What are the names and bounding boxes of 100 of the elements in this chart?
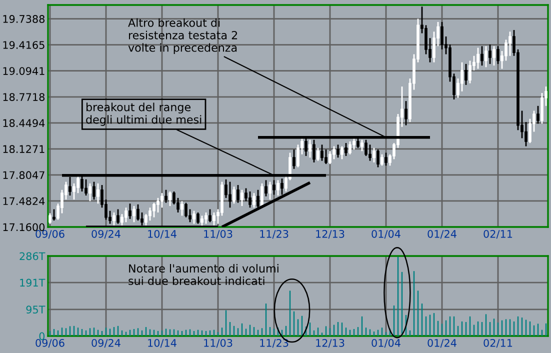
candlestick [144, 213, 148, 226]
candlestick [296, 144, 300, 168]
y-tick-label: 17.4824 [3, 197, 45, 206]
candlestick [96, 182, 100, 204]
annotation: breakout del range degli ultimi due mesi [86, 102, 202, 126]
candlestick [168, 190, 172, 207]
candlestick [276, 179, 280, 196]
candlestick [440, 21, 444, 50]
x-tick-label: 09/24 [92, 338, 120, 348]
candlestick [540, 92, 544, 124]
candlestick [384, 152, 388, 166]
x-tick-label: 09/24 [92, 230, 120, 239]
y-tick-label: 18.4494 [3, 119, 45, 128]
candlestick [344, 142, 348, 157]
candlestick [240, 189, 244, 207]
candlestick [224, 178, 228, 199]
candlestick [152, 202, 156, 218]
candlestick [480, 45, 484, 66]
candlestick [468, 60, 472, 84]
candlestick [404, 100, 408, 126]
candlestick [316, 147, 320, 162]
candlestick [180, 200, 184, 216]
candlestick [368, 144, 372, 162]
candlestick [536, 105, 540, 124]
x-tick-label: 01/04 [372, 230, 400, 239]
candlestick [136, 204, 140, 222]
candlestick [204, 212, 208, 224]
x-tick-label: 11/23 [260, 230, 288, 239]
candlestick [464, 63, 468, 86]
candlestick [348, 140, 352, 156]
candlestick [208, 208, 212, 223]
candlestick [352, 138, 356, 150]
x-tick-label: 12/13 [316, 230, 344, 239]
candlestick [320, 144, 324, 162]
candlestick [200, 215, 204, 227]
candlestick [336, 144, 340, 158]
x-tick-label: 02/11 [484, 230, 512, 239]
x-tick-label: 01/24 [428, 230, 456, 239]
candlestick [256, 189, 260, 210]
candlestick [488, 44, 492, 65]
candlestick [88, 182, 92, 202]
candlestick [148, 206, 152, 222]
candlestick [324, 148, 328, 165]
candlestick [376, 148, 380, 168]
candlestick [156, 197, 160, 214]
x-tick-label: 02/11 [484, 338, 512, 348]
candlestick [496, 45, 500, 65]
candlestick [360, 139, 364, 152]
candlestick [160, 192, 164, 208]
y-tick-label: 191T [20, 278, 46, 287]
candlestick [252, 192, 256, 208]
x-tick-label: 11/03 [204, 230, 232, 239]
candlestick [380, 154, 384, 166]
x-tick-label: 12/13 [316, 338, 344, 348]
candlestick [120, 213, 124, 226]
candlestick [76, 174, 80, 194]
candlestick [92, 181, 96, 200]
candlestick [236, 184, 240, 204]
candlestick [48, 212, 52, 224]
candlestick [272, 179, 276, 196]
candlestick [192, 210, 196, 224]
candlestick [432, 30, 436, 64]
candlestick [248, 190, 252, 208]
annotation: Notare l'aumento di volumi sui due breakout indicati [128, 264, 278, 286]
candlestick [476, 47, 480, 70]
y-tick-label: 19.7388 [3, 15, 45, 23]
y-tick-label: 18.1271 [3, 145, 44, 154]
candlestick [328, 150, 332, 165]
candlestick [504, 39, 508, 62]
candlestick [508, 30, 512, 57]
x-tick-label: 09/06 [36, 230, 64, 239]
candlestick [264, 179, 268, 198]
y-tick-label: 19.4165 [3, 41, 44, 49]
candlestick [232, 186, 236, 204]
candlestick [212, 212, 216, 226]
y-tick-label: 17.8047 [3, 171, 44, 180]
candlestick [524, 121, 528, 147]
x-tick-label: 10/14 [148, 338, 176, 348]
candlestick [460, 62, 464, 92]
candlestick [332, 146, 336, 160]
x-tick-label: 01/04 [372, 338, 400, 348]
candlestick [84, 178, 88, 196]
candlestick [184, 202, 188, 218]
x-tick-label: 10/14 [148, 230, 176, 239]
candlestick [132, 205, 136, 223]
y-tick-label: 19.0941 [3, 67, 44, 75]
candlestick [268, 181, 272, 200]
x-tick-label: 09/06 [36, 338, 64, 348]
candlestick [292, 148, 296, 170]
candlestick [124, 206, 128, 223]
candlestick [492, 45, 496, 66]
candlestick [244, 188, 248, 202]
candlestick [228, 181, 232, 208]
candlestick [172, 190, 176, 206]
x-tick-label: 01/24 [428, 338, 456, 348]
y-tick-label: 0 [39, 332, 45, 340]
x-tick-label: 11/03 [204, 338, 232, 348]
y-tick-label: 286T [20, 252, 46, 260]
candlestick [164, 189, 168, 204]
candlestick [52, 208, 56, 222]
